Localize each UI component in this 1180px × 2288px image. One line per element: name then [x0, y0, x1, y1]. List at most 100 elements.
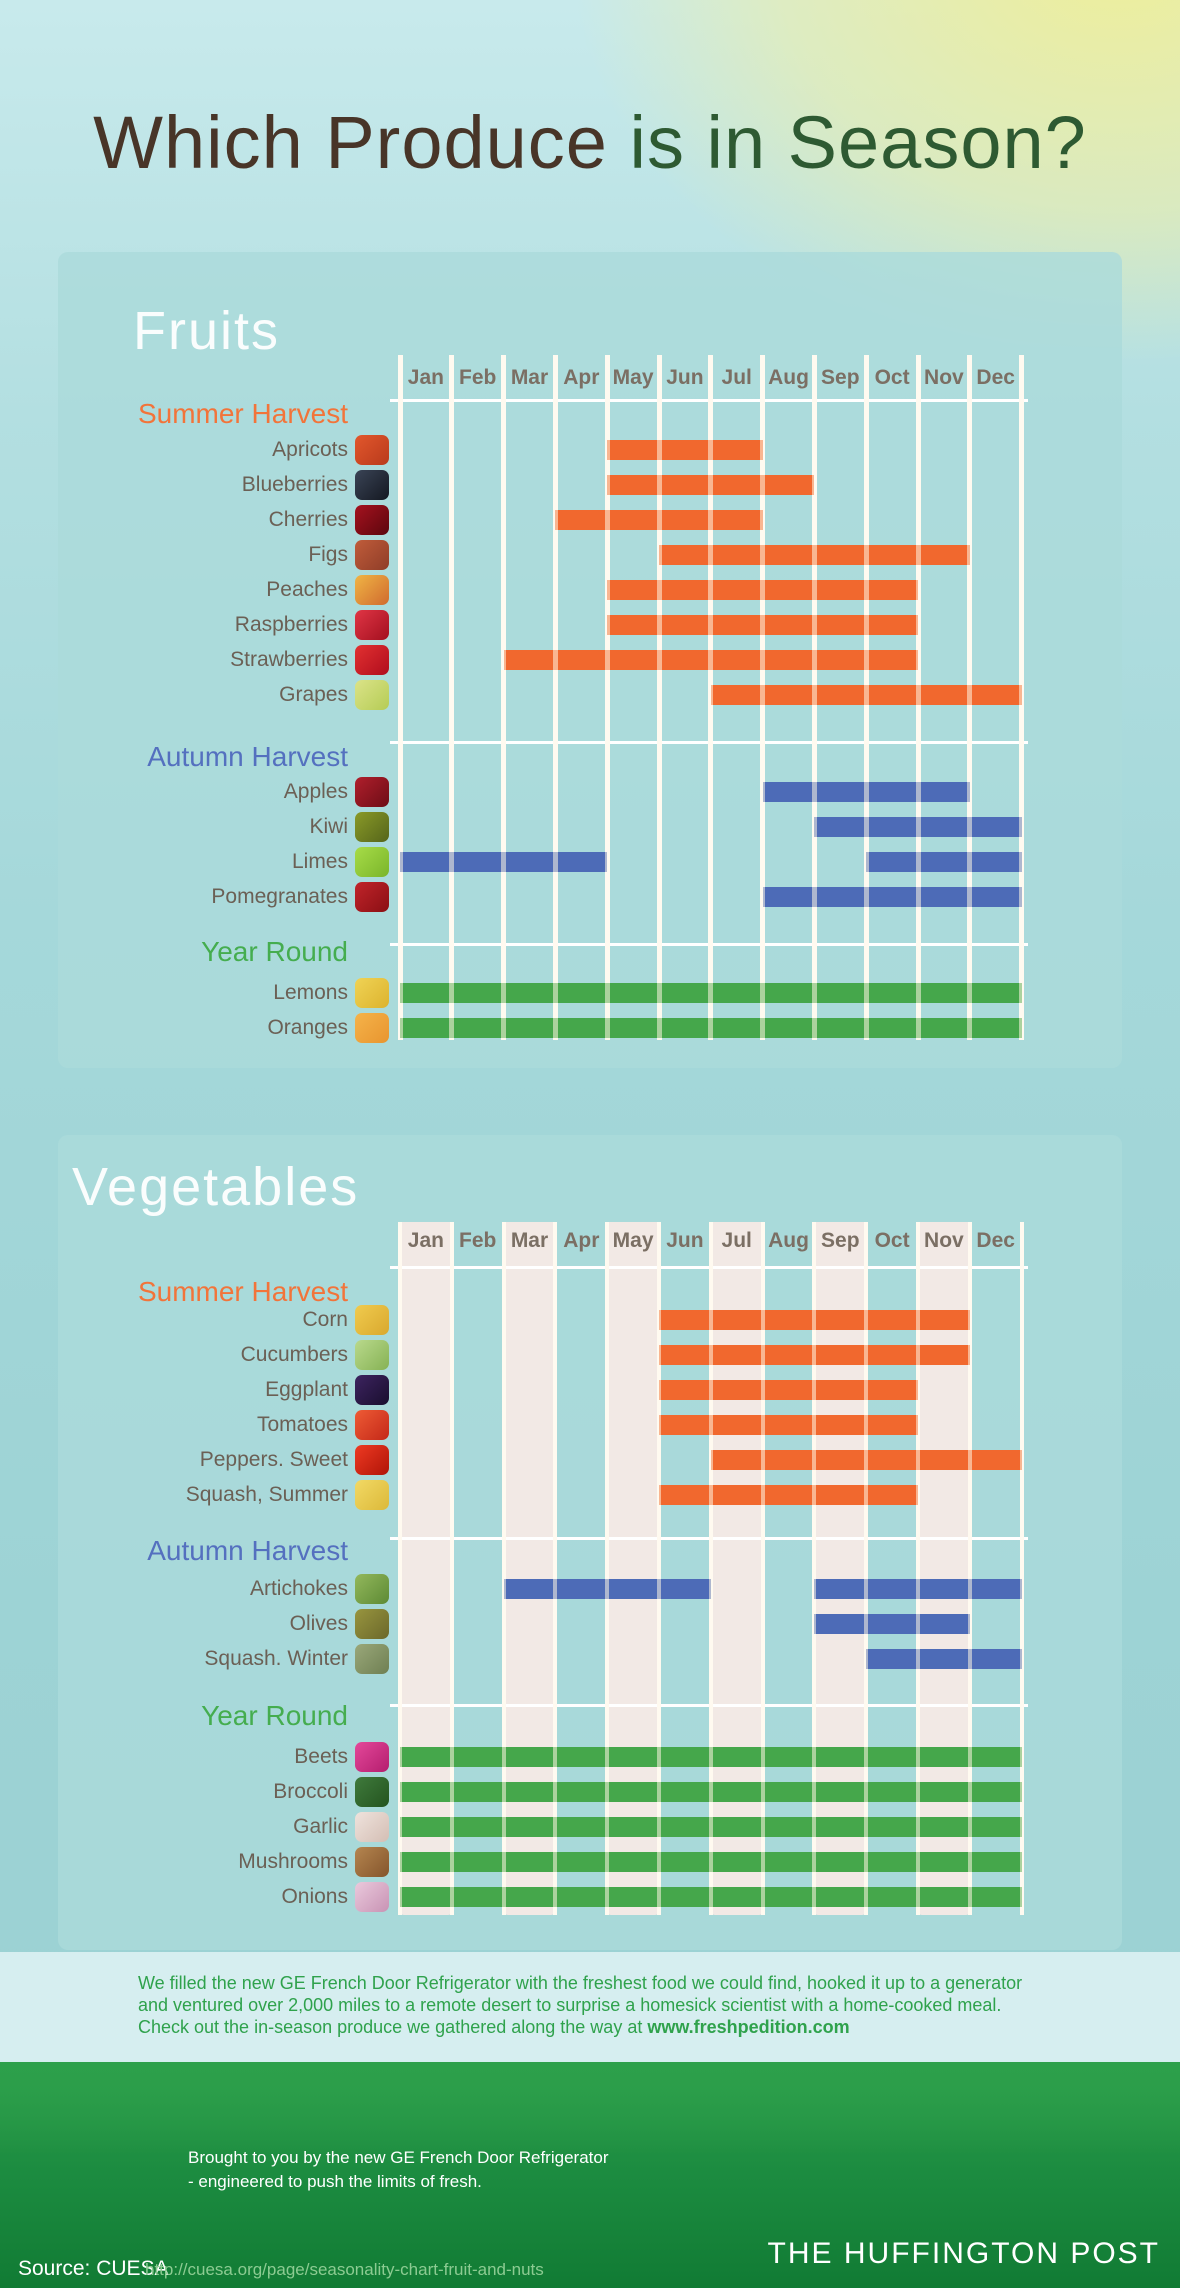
onion-icon [355, 1882, 389, 1912]
month-label-nov: Nov [924, 1229, 964, 1252]
produce-label-beets: Beets [294, 1745, 348, 1768]
produce-label-squash-winter: Squash. Winter [204, 1647, 348, 1670]
produce-label-cucumbers: Cucumbers [240, 1343, 348, 1366]
apricot-icon [355, 435, 389, 465]
produce-label-raspberries: Raspberries [234, 613, 348, 636]
produce-label-apples: Apples [283, 780, 348, 803]
promo-note-line-3: Check out the in-season produce we gathe… [138, 2017, 850, 2038]
season-bar-olives [814, 1614, 970, 1634]
section-header-year-round: Year Round [201, 936, 348, 967]
raspberries-icon [355, 610, 389, 640]
gridline-overlay [1019, 1222, 1024, 1915]
cucumber-icon [355, 1340, 389, 1370]
lemon-icon [355, 978, 389, 1008]
month-label-jul: Jul [721, 366, 752, 389]
page-title: Which Produce is in Season? [0, 100, 1180, 185]
footer-band: GE Brought to you by the new GE French D… [0, 2062, 1180, 2288]
gridline-overlay [1019, 355, 1025, 1040]
gridline-overlay [916, 1222, 920, 1915]
gridline-overlay [863, 355, 869, 1040]
season-bar-squash-winter [866, 1649, 1022, 1669]
gridline-overlay [811, 355, 817, 1040]
promo-note-line-1: We filled the new GE French Door Refrige… [138, 1973, 1023, 1993]
month-label-dec: Dec [976, 1229, 1015, 1252]
gridline-overlay [605, 1222, 610, 1915]
month-label-aug: Aug [768, 1229, 809, 1252]
broccoli-icon [355, 1777, 389, 1807]
produce-label-blueberries: Blueberries [241, 473, 348, 496]
produce-label-limes: Limes [291, 850, 348, 873]
gridline-overlay [398, 1222, 402, 1915]
page-title-green: is in Season? [629, 101, 1087, 184]
produce-label-mushrooms: Mushrooms [238, 1850, 348, 1873]
cherries-icon [355, 505, 389, 535]
month-stripe [607, 1222, 659, 1915]
beet-icon [355, 1742, 389, 1772]
gridline-overlay [552, 355, 558, 1040]
month-stripe [400, 1222, 452, 1915]
month-label-feb: Feb [459, 366, 497, 389]
gridline-overlay [864, 1222, 869, 1915]
gridline-overlay [760, 1222, 765, 1915]
winter-squash-icon [355, 1644, 389, 1674]
promo-note-band: We filled the new GE French Door Refrige… [0, 1952, 1180, 2062]
season-bar-apricots [607, 440, 763, 460]
gridline-overlay [449, 1222, 454, 1915]
orange-icon [355, 1013, 389, 1043]
artichoke-icon [355, 1574, 389, 1604]
section-header-summer-harvest: Summer Harvest [137, 1276, 348, 1307]
promo-note-line-3-text: Check out the in-season produce we gathe… [138, 2017, 648, 2037]
produce-label-olives: Olives [289, 1612, 348, 1635]
month-label-may: May [612, 1229, 654, 1252]
produce-label-apricots: Apricots [272, 438, 348, 461]
month-label-apr: Apr [563, 366, 600, 389]
gridline-overlay [967, 1222, 972, 1915]
month-label-sep: Sep [821, 366, 860, 389]
tomato-icon [355, 1410, 389, 1440]
produce-label-squash-summer: Squash, Summer [185, 1483, 348, 1506]
produce-label-peppers-sweet: Peppers. Sweet [199, 1448, 348, 1471]
freshpedition-link[interactable]: www.freshpedition.com [647, 2017, 850, 2037]
pomegranate-icon [355, 882, 389, 912]
gridline-overlay [967, 355, 973, 1040]
produce-label-eggplant: Eggplant [265, 1378, 348, 1401]
season-bar-limes [866, 852, 1022, 872]
brought-line-1: Brought to you by the new GE French Door… [188, 2148, 609, 2167]
season-bar-tomatoes [659, 1415, 918, 1435]
source-url[interactable]: http://cuesa.org/page/seasonality-chart-… [145, 2260, 544, 2279]
produce-label-onions: Onions [281, 1885, 348, 1908]
lime-icon [355, 847, 389, 877]
apple-icon [355, 777, 389, 807]
month-label-aug: Aug [768, 366, 809, 389]
month-label-jan: Jan [407, 366, 444, 389]
corn-icon [355, 1305, 389, 1335]
month-label-jul: Jul [721, 1229, 752, 1252]
month-label-jan: Jan [407, 1229, 444, 1252]
mushroom-icon [355, 1847, 389, 1877]
month-label-oct: Oct [874, 1229, 910, 1252]
gridline-overlay [604, 355, 610, 1040]
huffington-post-wordmark: THE HUFFINGTON POST [767, 2237, 1160, 2270]
grapes-icon [355, 680, 389, 710]
month-label-nov: Nov [924, 366, 964, 389]
source-label: Source: CUESA [18, 2257, 169, 2280]
promo-note-line-2: and ventured over 2,000 miles to a remot… [138, 1995, 1002, 2015]
kiwi-icon [355, 812, 389, 842]
produce-label-strawberries: Strawberries [230, 648, 348, 671]
gridline-overlay [812, 1222, 817, 1915]
section-header-autumn-harvest: Autumn Harvest [147, 1535, 348, 1566]
month-label-dec: Dec [976, 366, 1015, 389]
produce-label-grapes: Grapes [279, 683, 348, 706]
produce-label-lemons: Lemons [273, 981, 348, 1004]
section-header-year-round: Year Round [201, 1700, 348, 1731]
section-header-autumn-harvest: Autumn Harvest [147, 741, 348, 772]
season-bar-pomegranates [762, 887, 1022, 907]
strawberries-icon [355, 645, 389, 675]
month-label-jun: Jun [666, 366, 704, 389]
figs-icon [355, 540, 389, 570]
fruits-title: Fruits [133, 301, 280, 361]
garlic-icon [355, 1812, 389, 1842]
peaches-icon [355, 575, 389, 605]
gridline-overlay [657, 1222, 661, 1915]
